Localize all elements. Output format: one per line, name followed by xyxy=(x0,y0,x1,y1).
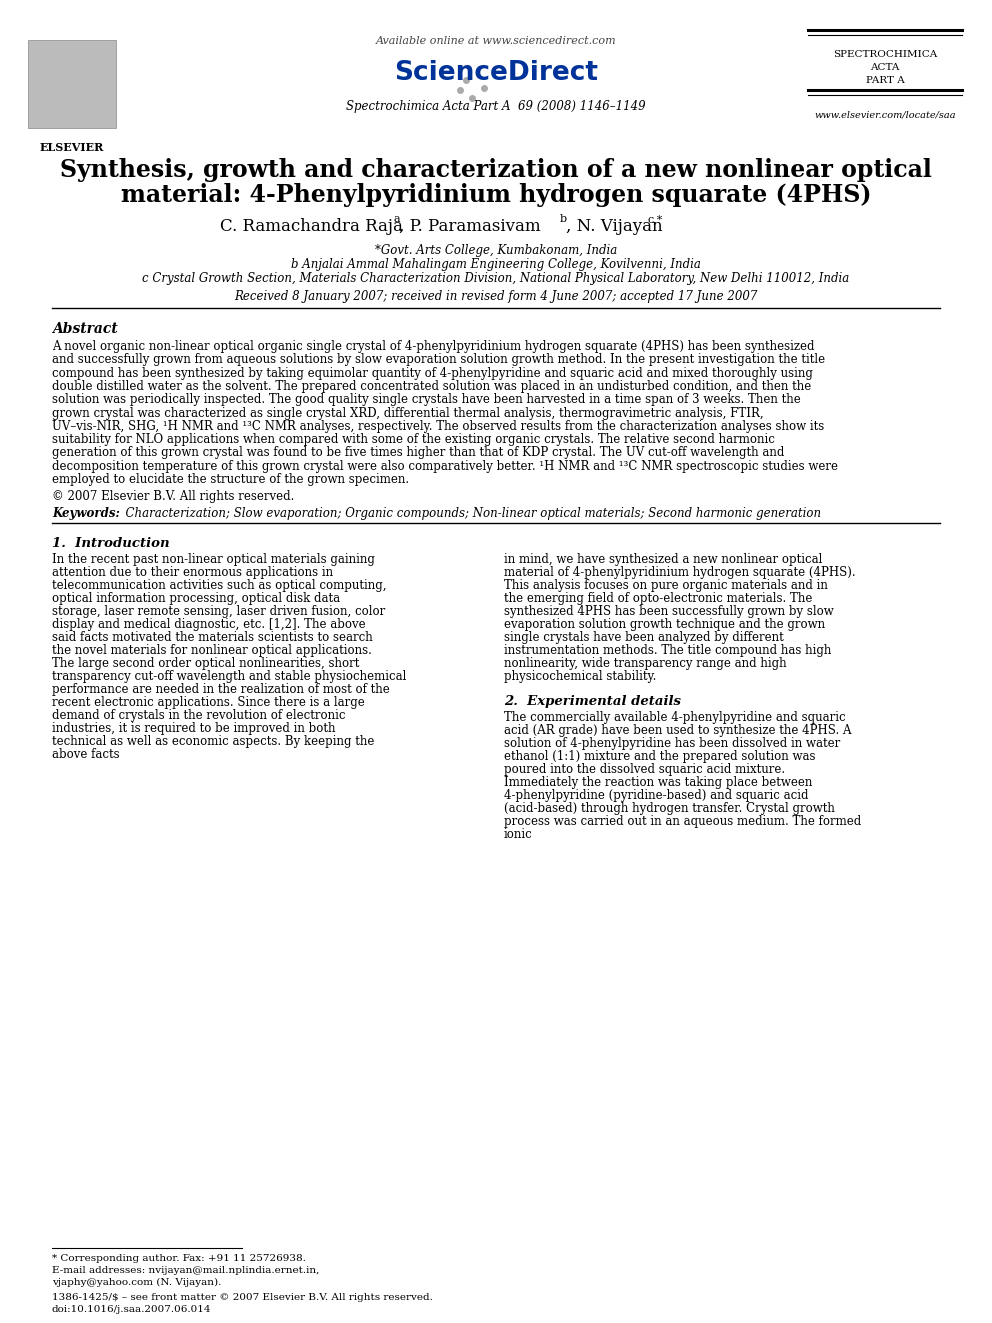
Text: (acid-based) through hydrogen transfer. Crystal growth: (acid-based) through hydrogen transfer. … xyxy=(504,802,835,815)
Text: b: b xyxy=(560,214,567,224)
Text: Abstract: Abstract xyxy=(52,321,118,336)
Text: doi:10.1016/j.saa.2007.06.014: doi:10.1016/j.saa.2007.06.014 xyxy=(52,1304,211,1314)
Text: and successfully grown from aqueous solutions by slow evaporation solution growt: and successfully grown from aqueous solu… xyxy=(52,353,825,366)
Text: synthesized 4PHS has been successfully grown by slow: synthesized 4PHS has been successfully g… xyxy=(504,606,833,618)
Text: material: 4-Phenylpyridinium hydrogen squarate (4PHS): material: 4-Phenylpyridinium hydrogen sq… xyxy=(121,183,871,206)
Text: ELSEVIER: ELSEVIER xyxy=(40,142,104,153)
Text: technical as well as economic aspects. By keeping the: technical as well as economic aspects. B… xyxy=(52,736,374,749)
Text: ethanol (1:1) mixture and the prepared solution was: ethanol (1:1) mixture and the prepared s… xyxy=(504,750,815,763)
Text: Available online at www.sciencedirect.com: Available online at www.sciencedirect.co… xyxy=(376,36,616,46)
Text: the emerging field of opto-electronic materials. The: the emerging field of opto-electronic ma… xyxy=(504,593,812,606)
Text: www.elsevier.com/locate/saa: www.elsevier.com/locate/saa xyxy=(814,110,956,119)
Text: the novel materials for nonlinear optical applications.: the novel materials for nonlinear optica… xyxy=(52,644,372,658)
Text: poured into the dissolved squaric acid mixture.: poured into the dissolved squaric acid m… xyxy=(504,763,785,777)
Text: vjaphy@yahoo.com (N. Vijayan).: vjaphy@yahoo.com (N. Vijayan). xyxy=(52,1278,221,1287)
Text: single crystals have been analyzed by different: single crystals have been analyzed by di… xyxy=(504,631,784,644)
Text: UV–vis-NIR, SHG, ¹H NMR and ¹³C NMR analyses, respectively. The observed results: UV–vis-NIR, SHG, ¹H NMR and ¹³C NMR anal… xyxy=(52,419,824,433)
Text: compound has been synthesized by taking equimolar quantity of 4-phenylpyridine a: compound has been synthesized by taking … xyxy=(52,366,812,380)
Bar xyxy=(28,40,116,128)
Text: suitability for NLO applications when compared with some of the existing organic: suitability for NLO applications when co… xyxy=(52,433,775,446)
Text: C. Ramachandra Raja: C. Ramachandra Raja xyxy=(220,218,403,235)
Text: c Crystal Growth Section, Materials Characterization Division, National Physical: c Crystal Growth Section, Materials Char… xyxy=(143,273,849,284)
Text: grown crystal was characterized as single crystal XRD, differential thermal anal: grown crystal was characterized as singl… xyxy=(52,406,764,419)
Text: performance are needed in the realization of most of the: performance are needed in the realizatio… xyxy=(52,683,390,696)
Text: Received 8 January 2007; received in revised form 4 June 2007; accepted 17 June : Received 8 January 2007; received in rev… xyxy=(234,290,758,303)
Text: evaporation solution growth technique and the grown: evaporation solution growth technique an… xyxy=(504,618,825,631)
Text: In the recent past non-linear optical materials gaining: In the recent past non-linear optical ma… xyxy=(52,553,375,566)
Text: decomposition temperature of this grown crystal were also comparatively better. : decomposition temperature of this grown … xyxy=(52,459,838,472)
Text: *Govt. Arts College, Kumbakonam, India: *Govt. Arts College, Kumbakonam, India xyxy=(375,243,617,257)
Text: 1386-1425/$ – see front matter © 2007 Elsevier B.V. All rights reserved.: 1386-1425/$ – see front matter © 2007 El… xyxy=(52,1293,433,1302)
Text: employed to elucidate the structure of the grown specimen.: employed to elucidate the structure of t… xyxy=(52,474,409,486)
Text: , P. Paramasivam: , P. Paramasivam xyxy=(399,218,541,235)
Text: The large second order optical nonlinearities, short: The large second order optical nonlinear… xyxy=(52,658,359,671)
Text: demand of crystals in the revolution of electronic: demand of crystals in the revolution of … xyxy=(52,709,345,722)
Text: © 2007 Elsevier B.V. All rights reserved.: © 2007 Elsevier B.V. All rights reserved… xyxy=(52,491,295,503)
Text: b Anjalai Ammal Mahalingam Engineering College, Kovilvenni, India: b Anjalai Ammal Mahalingam Engineering C… xyxy=(291,258,701,271)
Text: Immediately the reaction was taking place between: Immediately the reaction was taking plac… xyxy=(504,777,812,790)
Text: , N. Vijayan: , N. Vijayan xyxy=(566,218,663,235)
Text: double distilled water as the solvent. The prepared concentrated solution was pl: double distilled water as the solvent. T… xyxy=(52,380,811,393)
Text: PART A: PART A xyxy=(866,75,905,85)
Text: 4-phenylpyridine (pyridine-based) and squaric acid: 4-phenylpyridine (pyridine-based) and sq… xyxy=(504,790,808,802)
Text: a: a xyxy=(393,214,400,224)
Text: material of 4-phenylpyridinium hydrogen squarate (4PHS).: material of 4-phenylpyridinium hydrogen … xyxy=(504,566,856,579)
Text: Spectrochimica Acta Part A  69 (2008) 1146–1149: Spectrochimica Acta Part A 69 (2008) 114… xyxy=(346,101,646,112)
Text: SPECTROCHIMICA: SPECTROCHIMICA xyxy=(833,50,937,60)
Text: c,*: c,* xyxy=(648,214,664,224)
Text: generation of this grown crystal was found to be five times higher than that of : generation of this grown crystal was fou… xyxy=(52,446,785,459)
Text: storage, laser remote sensing, laser driven fusion, color: storage, laser remote sensing, laser dri… xyxy=(52,606,385,618)
Text: process was carried out in an aqueous medium. The formed: process was carried out in an aqueous me… xyxy=(504,815,861,828)
Text: display and medical diagnostic, etc. [1,2]. The above: display and medical diagnostic, etc. [1,… xyxy=(52,618,366,631)
Text: instrumentation methods. The title compound has high: instrumentation methods. The title compo… xyxy=(504,644,831,658)
Text: * Corresponding author. Fax: +91 11 25726938.: * Corresponding author. Fax: +91 11 2572… xyxy=(52,1254,306,1263)
Text: This analysis focuses on pure organic materials and in: This analysis focuses on pure organic ma… xyxy=(504,579,828,593)
Text: Keywords:: Keywords: xyxy=(52,507,120,520)
Text: nonlinearity, wide transparency range and high: nonlinearity, wide transparency range an… xyxy=(504,658,787,671)
Text: ScienceDirect: ScienceDirect xyxy=(394,60,598,86)
Text: The commercially available 4-phenylpyridine and squaric: The commercially available 4-phenylpyrid… xyxy=(504,712,845,724)
Text: solution was periodically inspected. The good quality single crystals have been : solution was periodically inspected. The… xyxy=(52,393,801,406)
Text: in mind, we have synthesized a new nonlinear optical: in mind, we have synthesized a new nonli… xyxy=(504,553,822,566)
Text: industries, it is required to be improved in both: industries, it is required to be improve… xyxy=(52,722,335,736)
Text: 2.  Experimental details: 2. Experimental details xyxy=(504,696,681,708)
Text: 1.  Introduction: 1. Introduction xyxy=(52,537,170,550)
Text: solution of 4-phenylpyridine has been dissolved in water: solution of 4-phenylpyridine has been di… xyxy=(504,737,840,750)
Text: said facts motivated the materials scientists to search: said facts motivated the materials scien… xyxy=(52,631,373,644)
Text: optical information processing, optical disk data: optical information processing, optical … xyxy=(52,593,340,606)
Text: above facts: above facts xyxy=(52,749,120,761)
Text: attention due to their enormous applications in: attention due to their enormous applicat… xyxy=(52,566,333,579)
Text: E-mail addresses: nvijayan@mail.nplindia.ernet.in,: E-mail addresses: nvijayan@mail.nplindia… xyxy=(52,1266,319,1275)
Text: ACTA: ACTA xyxy=(870,64,900,71)
Text: acid (AR grade) have been used to synthesize the 4PHS. A: acid (AR grade) have been used to synthe… xyxy=(504,724,851,737)
Text: Synthesis, growth and characterization of a new nonlinear optical: Synthesis, growth and characterization o… xyxy=(61,157,931,183)
Text: Characterization; Slow evaporation; Organic compounds; Non-linear optical materi: Characterization; Slow evaporation; Orga… xyxy=(118,507,821,520)
Text: telecommunication activities such as optical computing,: telecommunication activities such as opt… xyxy=(52,579,387,593)
Text: transparency cut-off wavelength and stable physiochemical: transparency cut-off wavelength and stab… xyxy=(52,671,407,683)
Text: recent electronic applications. Since there is a large: recent electronic applications. Since th… xyxy=(52,696,365,709)
Text: ionic: ionic xyxy=(504,828,533,841)
Text: A novel organic non-linear optical organic single crystal of 4-phenylpyridinium : A novel organic non-linear optical organ… xyxy=(52,340,814,353)
Text: physicochemical stability.: physicochemical stability. xyxy=(504,671,657,683)
